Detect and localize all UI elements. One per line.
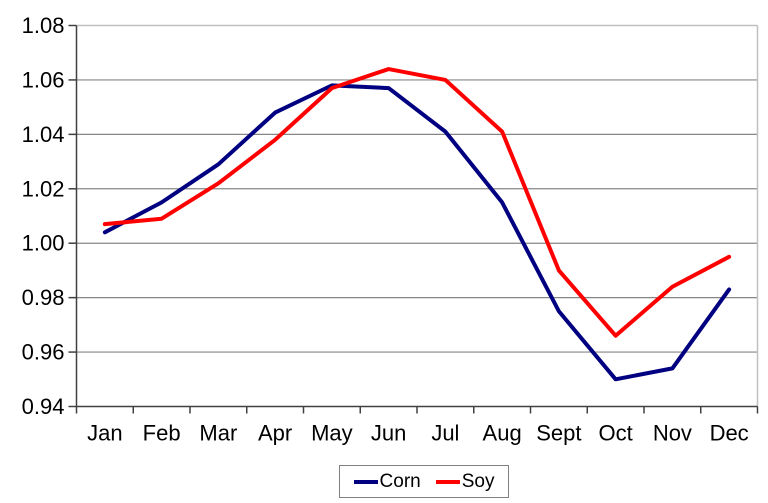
y-axis-tick-label: 1.04 bbox=[22, 122, 65, 147]
x-axis-tick-label: Sept bbox=[536, 421, 581, 446]
y-axis-tick-label: 1.06 bbox=[22, 67, 65, 92]
legend-item-soy: Soy bbox=[435, 471, 495, 492]
legend-label-corn: Corn bbox=[379, 471, 421, 492]
x-axis-tick-label: Jul bbox=[431, 421, 459, 446]
x-axis-tick-label: Jan bbox=[87, 421, 122, 446]
y-axis-tick-label: 0.96 bbox=[22, 340, 65, 365]
x-axis-tick-label: Aug bbox=[483, 421, 522, 446]
x-axis-tick-label: May bbox=[311, 421, 353, 446]
corn-line-swatch bbox=[353, 479, 378, 484]
legend-item-corn: Corn bbox=[353, 471, 421, 492]
x-axis-tick-label: Dec bbox=[710, 421, 749, 446]
series-line-corn bbox=[102, 83, 732, 382]
y-axis-tick-label: 1.08 bbox=[22, 13, 65, 38]
x-axis-tick-label: Mar bbox=[199, 421, 237, 446]
y-axis-tick-label: 0.98 bbox=[22, 285, 65, 310]
x-axis-tick-label: Oct bbox=[599, 421, 633, 446]
y-axis-tick-label: 1.00 bbox=[22, 231, 65, 256]
x-axis-tick-label: Feb bbox=[143, 421, 181, 446]
series-line-soy bbox=[102, 67, 732, 338]
legend-label-soy: Soy bbox=[461, 471, 495, 492]
y-axis-tick-label: 0.94 bbox=[22, 394, 65, 419]
x-axis-tick-label: Apr bbox=[258, 421, 292, 446]
soy-line-swatch bbox=[435, 479, 460, 484]
chart-legend: Corn Soy bbox=[339, 465, 509, 498]
x-axis-tick-label: Jun bbox=[371, 421, 406, 446]
x-axis-tick-label: Nov bbox=[653, 421, 692, 446]
y-axis-tick-label: 1.02 bbox=[22, 176, 65, 201]
